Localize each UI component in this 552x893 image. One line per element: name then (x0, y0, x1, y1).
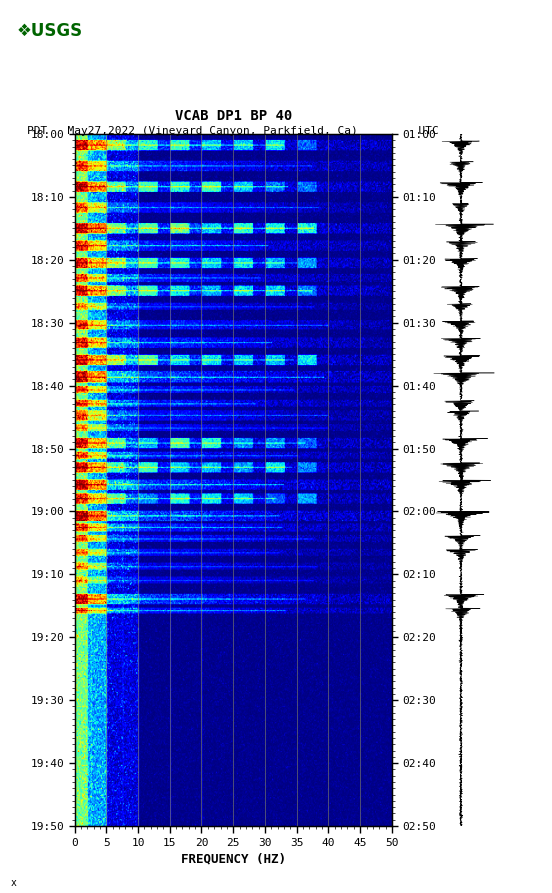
Text: VCAB DP1 BP 40: VCAB DP1 BP 40 (174, 109, 292, 123)
X-axis label: FREQUENCY (HZ): FREQUENCY (HZ) (181, 852, 286, 865)
Text: x: x (11, 878, 17, 888)
Text: PDT   May27,2022 (Vineyard Canyon, Parkfield, Ca)         UTC: PDT May27,2022 (Vineyard Canyon, Parkfie… (28, 126, 439, 136)
Text: ❖USGS: ❖USGS (17, 22, 83, 40)
